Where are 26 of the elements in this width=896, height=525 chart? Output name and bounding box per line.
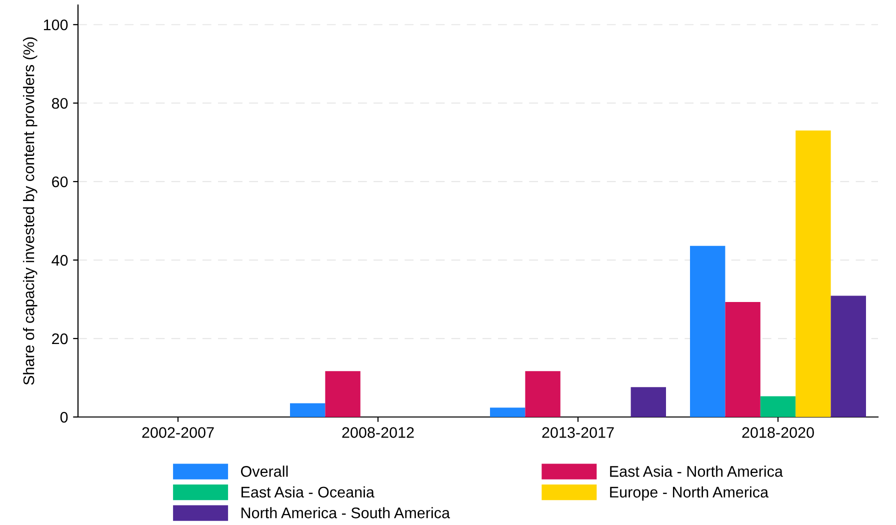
bar xyxy=(796,130,831,417)
legend-label: North America - South America xyxy=(242,507,450,518)
legend-label: East Asia - Oceania xyxy=(242,486,374,498)
bar xyxy=(830,296,866,417)
bar xyxy=(490,408,526,417)
legend-label: Overall xyxy=(241,466,288,477)
bar xyxy=(760,396,796,417)
bar xyxy=(725,302,760,417)
bar xyxy=(690,246,726,417)
bar xyxy=(290,403,326,417)
x-tick-label: 2008-2012 xyxy=(342,427,414,438)
bar xyxy=(630,387,666,417)
legend-label: Europe - North America xyxy=(610,486,769,501)
x-tick-label: 2002-2007 xyxy=(142,427,214,438)
y-tick-label: 40 xyxy=(52,254,68,266)
x-tick-label: 2013-2017 xyxy=(542,427,614,438)
bar xyxy=(525,371,560,417)
bar xyxy=(325,371,360,417)
y-tick-label: 0 xyxy=(60,412,68,423)
y-tick-label: 80 xyxy=(52,98,68,109)
legend-label: East Asia - North America xyxy=(610,466,783,477)
x-tick-label: 2018-2020 xyxy=(742,427,814,438)
y-tick-label: 20 xyxy=(52,333,68,344)
y-axis-title: Share of capacity invested by content providers (%) xyxy=(22,37,38,385)
y-tick-label: 100 xyxy=(44,19,68,30)
y-tick-label: 60 xyxy=(52,176,68,188)
